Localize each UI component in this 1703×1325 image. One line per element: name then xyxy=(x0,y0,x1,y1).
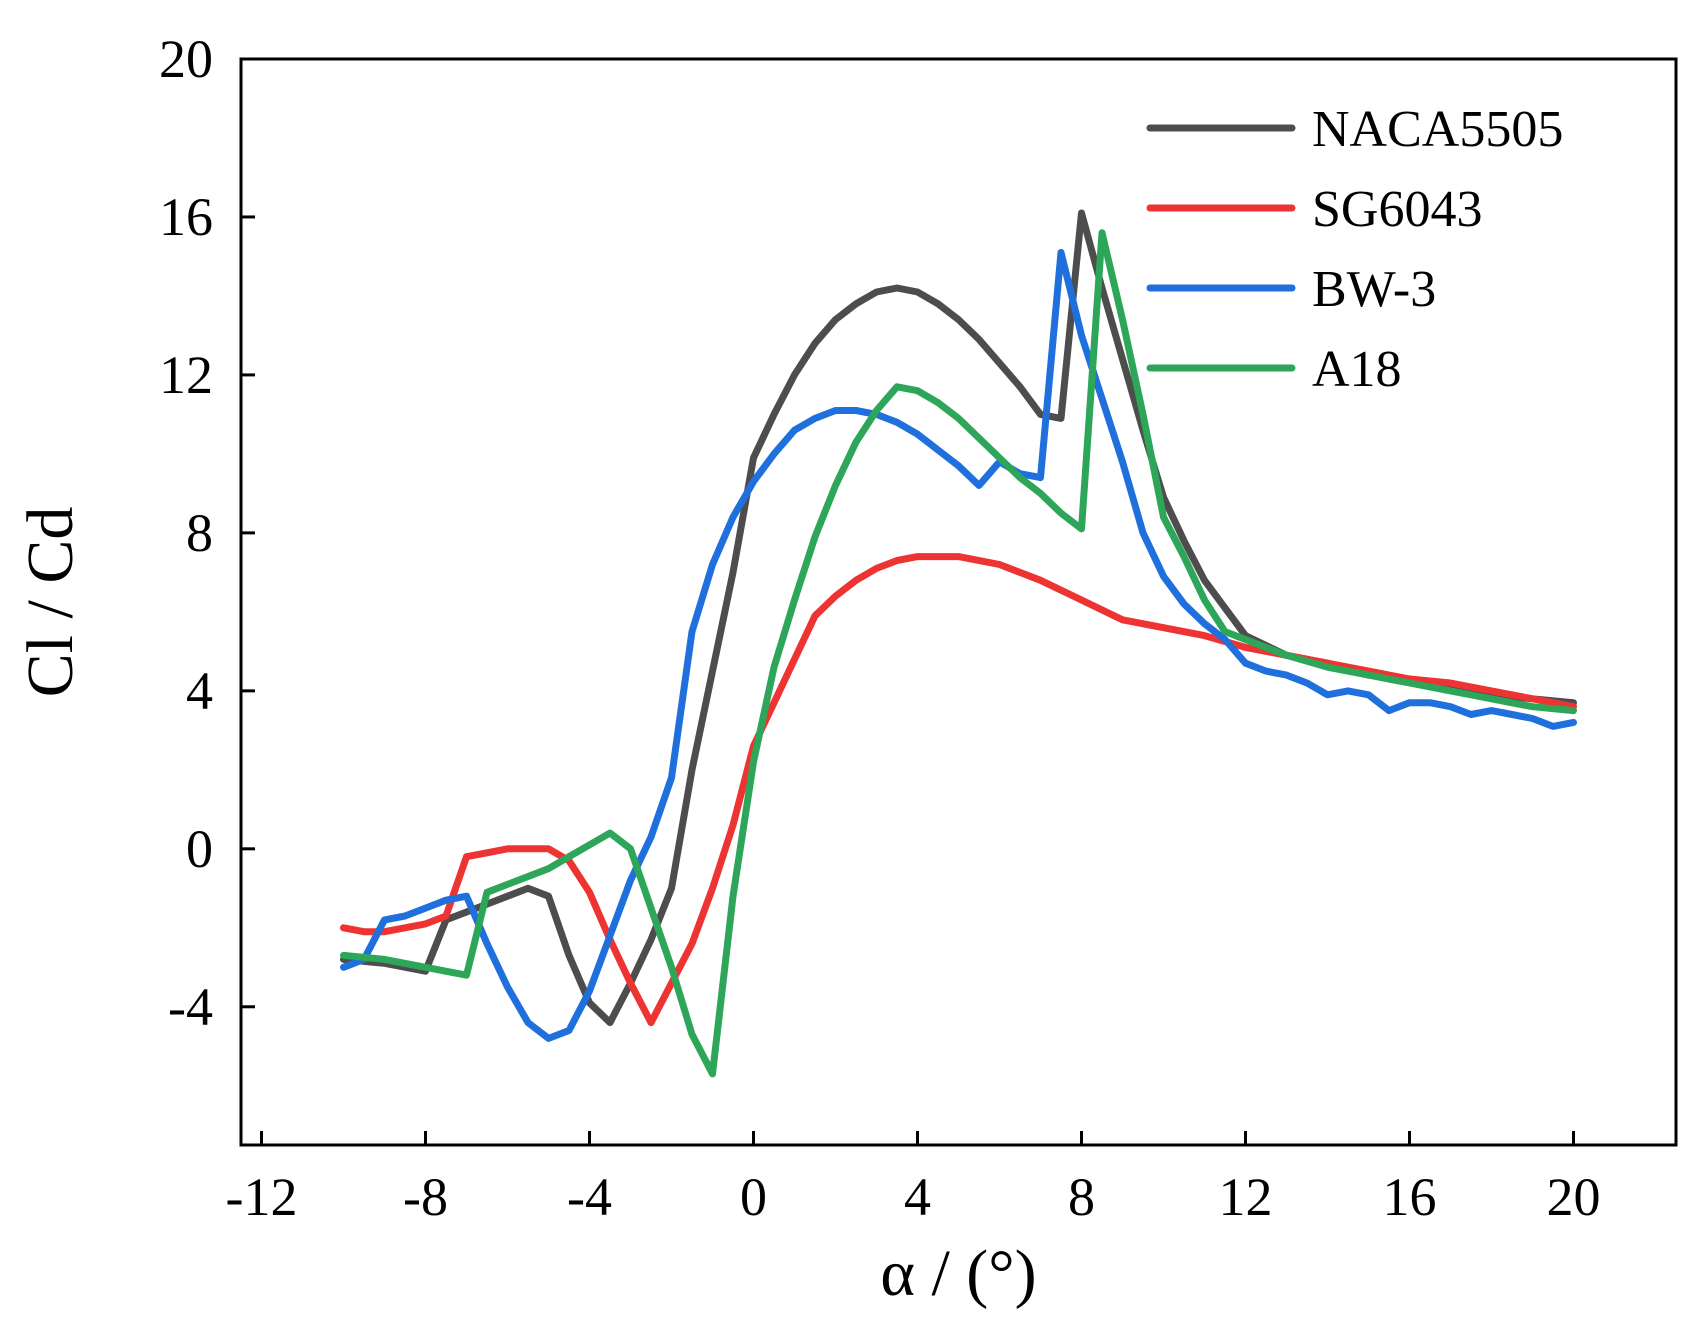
x-tick-label: -12 xyxy=(226,1167,298,1227)
x-tick-label: -8 xyxy=(403,1167,448,1227)
x-tick-label: 12 xyxy=(1219,1167,1273,1227)
y-tick-label: 0 xyxy=(186,819,213,879)
plot-area-frame xyxy=(239,57,1678,1147)
series-line-bw-3 xyxy=(340,249,1577,1042)
x-tick-label: -4 xyxy=(567,1167,612,1227)
legend-label: SG6043 xyxy=(1312,181,1482,238)
y-axis-title: Cl / Cd xyxy=(14,507,87,698)
series-layer xyxy=(340,209,1577,1078)
x-axis-title: α / (°) xyxy=(880,1237,1036,1310)
x-axis-ticks: -12 -8 -4 0 4 8 12 16 20 xyxy=(226,1131,1601,1227)
series-line-a18 xyxy=(340,229,1577,1078)
legend-label: NACA5505 xyxy=(1312,101,1563,158)
series-line-naca5505 xyxy=(340,209,1577,1027)
y-tick-label: 12 xyxy=(159,345,213,405)
y-tick-label: 20 xyxy=(159,29,213,89)
y-axis-ticks: -4 0 4 8 12 16 20 xyxy=(159,29,255,1037)
legend-label: A18 xyxy=(1312,341,1402,398)
legend: NACA5505 SG6043 BW-3 A18 xyxy=(1146,101,1563,398)
legend-label: BW-3 xyxy=(1312,261,1436,318)
x-tick-label: 0 xyxy=(740,1167,767,1227)
series-line-sg6043 xyxy=(340,553,1577,1027)
x-tick-label: 20 xyxy=(1547,1167,1601,1227)
y-tick-label: 4 xyxy=(186,661,213,721)
x-tick-label: 4 xyxy=(904,1167,931,1227)
x-tick-label: 8 xyxy=(1068,1167,1095,1227)
x-tick-label: 16 xyxy=(1383,1167,1437,1227)
y-tick-label: -4 xyxy=(168,977,213,1037)
y-tick-label: 8 xyxy=(186,503,213,563)
y-tick-label: 16 xyxy=(159,187,213,247)
